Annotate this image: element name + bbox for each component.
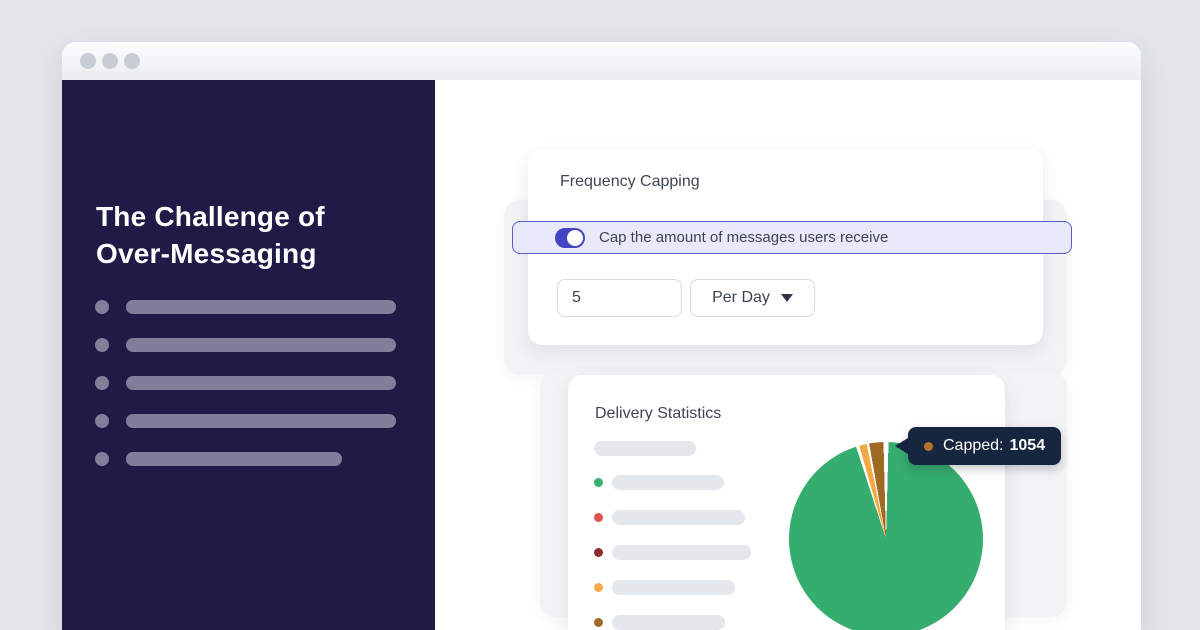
legend-dot-red: [594, 513, 603, 522]
bullet-dot-icon: [95, 375, 109, 390]
sidebar-bullet-item: [95, 375, 396, 390]
chart-legend: [594, 475, 751, 630]
sidebar-bullet-item: [95, 451, 396, 466]
text-placeholder-bar: [126, 299, 396, 314]
text-placeholder-bar: [126, 375, 396, 390]
window-control-maximize[interactable]: [124, 53, 140, 69]
toggle-switch[interactable]: [555, 227, 585, 248]
delivery-statistics-card: Delivery Statistics: [568, 375, 1005, 630]
pie-chart[interactable]: [789, 442, 983, 630]
frequency-cap-toggle-row[interactable]: Cap the amount of messages users receive: [512, 221, 1072, 254]
legend-dot-amber: [594, 583, 603, 592]
tooltip-label: Capped:: [943, 437, 1004, 454]
legend-item: [594, 510, 751, 525]
text-placeholder-bar: [126, 337, 396, 352]
bullet-dot-icon: [95, 337, 109, 352]
sidebar-bullet-item: [95, 299, 396, 314]
legend-dot-maroon: [594, 548, 603, 557]
window-control-minimize[interactable]: [102, 53, 118, 69]
legend-dot-green: [594, 478, 603, 487]
legend-item: [594, 580, 751, 595]
text-placeholder-bar: [612, 475, 724, 490]
bullet-dot-icon: [95, 413, 109, 428]
text-placeholder-bar: [612, 615, 725, 630]
sidebar-bullet-item: [95, 337, 396, 352]
text-placeholder-bar: [126, 413, 396, 428]
legend-item: [594, 615, 751, 630]
frequency-capping-card: Frequency Capping Cap the amount of mess…: [512, 149, 1072, 345]
tooltip-arrow-icon: [895, 438, 908, 454]
window-control-close[interactable]: [80, 53, 96, 69]
legend-item: [594, 475, 751, 490]
cap-amount-input[interactable]: [557, 279, 682, 317]
tooltip-body: Capped: 1054: [908, 427, 1062, 465]
card-title-delivery-statistics: Delivery Statistics: [595, 405, 722, 422]
text-placeholder-bar: [612, 545, 751, 560]
legend-dot-brown: [594, 618, 603, 627]
content-area: Frequency Capping Cap the amount of mess…: [435, 80, 1141, 630]
text-placeholder-bar: [612, 510, 745, 525]
text-placeholder-bar: [594, 441, 696, 456]
bullet-dot-icon: [95, 299, 109, 314]
period-dropdown-value: Per Day: [712, 289, 770, 306]
period-dropdown[interactable]: Per Day: [690, 279, 815, 317]
toggle-label: Cap the amount of messages users receive: [599, 229, 889, 246]
card-title-frequency-capping: Frequency Capping: [560, 173, 700, 190]
legend-item: [594, 545, 751, 560]
tooltip-series-dot-icon: [924, 441, 933, 451]
sidebar-title: The Challenge of Over-Messaging: [96, 201, 325, 269]
sidebar: The Challenge of Over-Messaging: [62, 80, 435, 630]
chart-tooltip: Capped: 1054: [895, 427, 1062, 465]
tooltip-value: 1054: [1009, 437, 1046, 454]
text-placeholder-bar: [612, 580, 735, 595]
text-placeholder-bar: [126, 451, 342, 466]
sidebar-bullet-list: [95, 299, 396, 489]
sidebar-bullet-item: [95, 413, 396, 428]
browser-window: The Challenge of Over-Messaging: [62, 42, 1141, 630]
bullet-dot-icon: [95, 451, 109, 466]
toggle-knob: [567, 229, 583, 246]
window-titlebar: [62, 42, 1141, 80]
chevron-down-icon: [780, 294, 793, 302]
